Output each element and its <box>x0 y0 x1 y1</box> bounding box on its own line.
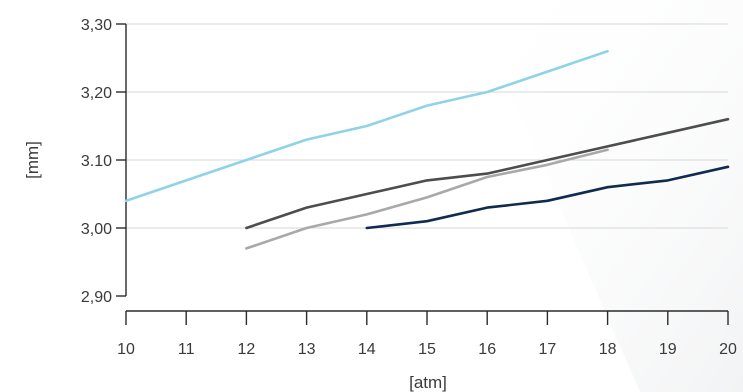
series-line-4 <box>365 165 730 230</box>
background-shading <box>470 0 743 392</box>
y-tick-label: 3,00 <box>81 221 112 238</box>
x-tick-label: 14 <box>358 341 376 358</box>
x-tick-label: 17 <box>539 341 557 358</box>
x-axis-label: [atm] <box>409 373 447 392</box>
y-axis-label: [mm] <box>23 141 42 179</box>
x-tick-label: 16 <box>478 341 496 358</box>
gridlines <box>126 23 728 229</box>
x-tick-label: 19 <box>659 341 677 358</box>
series-line-3 <box>245 148 609 250</box>
series-line-1 <box>124 49 609 203</box>
tick-labels: 2,90 3,00 3.10 3,20 3,30 10 11 12 13 14 15 16 17 18 19… <box>81 17 737 358</box>
axes <box>116 23 729 325</box>
x-tick-label: 20 <box>719 341 737 358</box>
y-tick-label: 2,90 <box>81 289 112 306</box>
x-tick-label: 15 <box>418 341 436 358</box>
x-tick-label: 18 <box>599 341 617 358</box>
x-tick-label: 12 <box>238 341 256 358</box>
x-tick-label: 10 <box>117 341 135 358</box>
y-tick-label: 3,30 <box>81 17 112 34</box>
y-tick-label: 3,20 <box>81 85 112 102</box>
y-tick-label: 3.10 <box>81 153 112 170</box>
series-lines <box>124 49 730 250</box>
x-tick-label: 11 <box>178 341 195 358</box>
series-line-2 <box>245 117 730 230</box>
x-tick-label: 13 <box>298 341 316 358</box>
